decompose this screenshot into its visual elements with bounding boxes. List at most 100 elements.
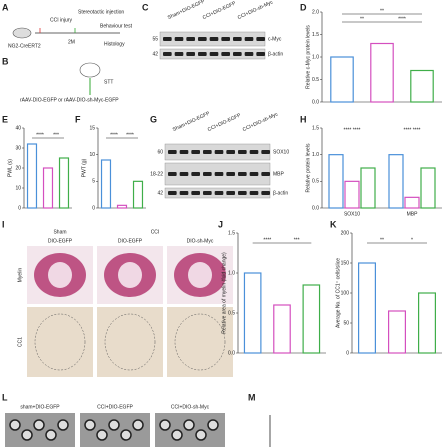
band bbox=[226, 172, 235, 176]
band bbox=[256, 52, 265, 56]
band bbox=[238, 191, 247, 195]
band bbox=[226, 150, 235, 154]
band bbox=[244, 37, 254, 41]
panel-label: A bbox=[2, 2, 9, 12]
sig-label: ** bbox=[380, 8, 384, 14]
sig-label: **** **** bbox=[404, 127, 421, 133]
y-tick-label: 0 bbox=[346, 350, 349, 356]
panel-label: G bbox=[150, 114, 157, 124]
band bbox=[186, 52, 195, 56]
group-label: Sham bbox=[53, 229, 66, 235]
band bbox=[221, 52, 230, 56]
band bbox=[163, 37, 172, 41]
band bbox=[238, 150, 247, 154]
y-tick-label: 1.5 bbox=[312, 32, 319, 38]
x-tick-label: MBP bbox=[407, 211, 419, 217]
y-tick-label: 0.0 bbox=[312, 205, 319, 211]
sig-label: **** bbox=[126, 132, 134, 138]
region-outline bbox=[174, 313, 226, 371]
axon bbox=[33, 419, 45, 431]
band bbox=[203, 172, 212, 176]
bar bbox=[330, 56, 354, 103]
bar bbox=[42, 167, 54, 209]
axon bbox=[159, 419, 171, 431]
axon bbox=[120, 429, 132, 441]
y-tick-label: 0.5 bbox=[312, 77, 319, 83]
band bbox=[191, 191, 200, 195]
bar bbox=[388, 310, 407, 354]
panel-label: I bbox=[2, 219, 5, 229]
band bbox=[174, 37, 184, 41]
y-tick-label: 0 bbox=[18, 205, 21, 211]
axon bbox=[45, 429, 57, 441]
band bbox=[256, 37, 265, 41]
axon bbox=[183, 419, 195, 431]
label: Stereotactic injection bbox=[78, 9, 124, 15]
row-label: Myelin bbox=[17, 268, 23, 283]
band bbox=[186, 37, 195, 41]
y-tick-label: 5 bbox=[92, 179, 95, 185]
marker: 18-22 bbox=[150, 171, 163, 177]
y-tick-label: 0.0 bbox=[312, 99, 319, 105]
cc1-image bbox=[27, 307, 93, 377]
marker: 60 bbox=[157, 149, 163, 155]
band bbox=[261, 150, 270, 154]
band bbox=[191, 172, 200, 176]
band bbox=[179, 150, 189, 154]
sig-label: *** bbox=[53, 132, 59, 138]
marker: 42 bbox=[152, 51, 158, 57]
mouse-icon bbox=[12, 27, 32, 39]
col-label: CCI+DIO-EGFP bbox=[97, 404, 133, 410]
band-label: c-Myc bbox=[268, 36, 282, 42]
y-tick-label: 200 bbox=[341, 230, 350, 236]
label: CCI injury bbox=[50, 17, 72, 23]
bar bbox=[404, 196, 420, 209]
band bbox=[198, 52, 207, 56]
panel-label: L bbox=[2, 392, 8, 402]
col-label: DIO-EGFP bbox=[118, 238, 143, 244]
panel-label: F bbox=[75, 114, 81, 124]
y-tick-label: 0.0 bbox=[228, 350, 235, 356]
sig-label: * bbox=[411, 237, 413, 243]
band bbox=[233, 52, 242, 56]
bar bbox=[273, 304, 291, 354]
y-tick-label: 100 bbox=[341, 290, 350, 296]
axon bbox=[21, 429, 33, 441]
y-axis-label: Average No. of CC1⁺ cells/slice bbox=[335, 258, 341, 328]
sig-label: **** **** bbox=[344, 127, 361, 133]
sig-label: **** bbox=[36, 132, 44, 138]
band bbox=[233, 37, 242, 41]
y-axis-label: Relative area of myelin (fold change) bbox=[221, 252, 227, 334]
axon bbox=[207, 419, 219, 431]
label: STT bbox=[104, 79, 113, 85]
bar bbox=[410, 69, 434, 103]
grey-matter bbox=[118, 262, 142, 288]
y-axis-label: Relative protein levels bbox=[305, 143, 311, 192]
bar bbox=[360, 167, 376, 209]
band bbox=[163, 52, 172, 56]
y-tick-label: 1.5 bbox=[228, 230, 235, 236]
y-tick-label: 15 bbox=[89, 125, 95, 131]
bar bbox=[116, 204, 128, 209]
col-label: CCI+DIO-sh-Myc bbox=[171, 404, 210, 410]
band bbox=[168, 150, 177, 154]
sig-label: *** bbox=[294, 237, 300, 243]
col-label: DIO-sh-Myc bbox=[187, 238, 214, 244]
lane-label: CCI+DIO-sh-Myc bbox=[237, 0, 275, 21]
sig-label: **** bbox=[110, 132, 118, 138]
band bbox=[249, 172, 259, 176]
band-label: β-actin bbox=[273, 190, 288, 196]
lane-label: CCI+DIO-sh-Myc bbox=[242, 111, 280, 133]
label: 2M bbox=[68, 39, 75, 45]
bar bbox=[370, 42, 394, 103]
region-outline bbox=[34, 313, 86, 371]
band bbox=[179, 172, 189, 176]
band bbox=[249, 191, 259, 195]
y-tick-label: 0.5 bbox=[228, 310, 235, 316]
axon bbox=[96, 429, 108, 441]
band bbox=[203, 150, 212, 154]
bar bbox=[132, 180, 144, 209]
band-label: SOX10 bbox=[273, 149, 289, 155]
band-label: β-actin bbox=[268, 51, 283, 57]
label: rAAV-DIO-EGFP or rAAV-DIO-sh-Myc-EGFP bbox=[20, 97, 119, 103]
